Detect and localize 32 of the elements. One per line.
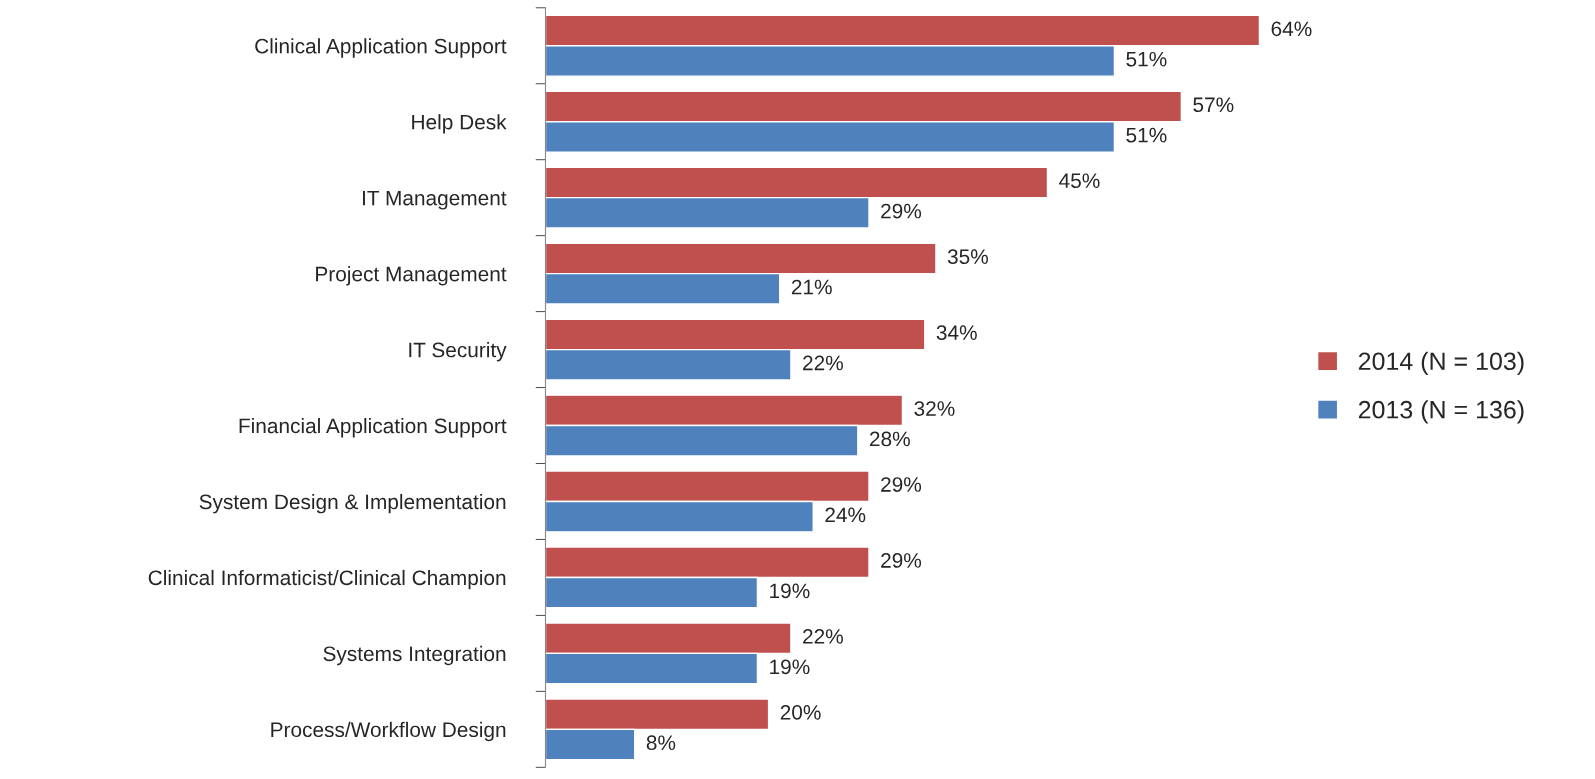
y-tick-label: Help Desk	[412, 114, 507, 134]
y-tick-label: IT Management	[363, 190, 507, 210]
data-label: 8%	[646, 735, 676, 751]
legend-label: 2013 (N = 136)	[1358, 400, 1524, 424]
y-tick-label: Clinical Application Support	[255, 38, 507, 58]
data-label: 20%	[780, 704, 821, 720]
data-label: 45%	[1059, 173, 1100, 189]
data-label: 29%	[881, 477, 922, 492]
data-label: 24%	[825, 507, 866, 523]
data-label: 29%	[881, 553, 922, 568]
data-label: 51%	[1126, 127, 1167, 143]
y-tick-label: System Design & Implementation	[199, 493, 506, 514]
y-tick-label: Financial Application Support	[239, 417, 507, 438]
data-label: 22%	[803, 629, 843, 644]
legend-label: 2014 (N = 103)	[1358, 351, 1524, 376]
data-label: 34%	[936, 325, 977, 340]
data-label: 57%	[1193, 97, 1234, 113]
data-label: 64%	[1271, 21, 1312, 37]
y-tick-label: Systems Integration	[323, 645, 506, 666]
data-label: 29%	[881, 203, 922, 219]
y-tick-label: Project Management	[316, 266, 507, 286]
data-label: 22%	[803, 355, 843, 371]
data-label: 35%	[947, 249, 988, 265]
y-tick-label: Clinical Informaticist/Clinical Champion	[148, 569, 506, 590]
y-tick-label: IT Security	[409, 342, 507, 362]
data-label: 51%	[1126, 51, 1167, 67]
data-label: 21%	[791, 279, 832, 295]
data-label: 32%	[914, 401, 955, 416]
y-tick-label: Process/Workflow Design	[271, 721, 506, 742]
data-label: 19%	[770, 659, 810, 675]
data-label: 19%	[770, 583, 810, 599]
data-label: 28%	[870, 431, 910, 447]
